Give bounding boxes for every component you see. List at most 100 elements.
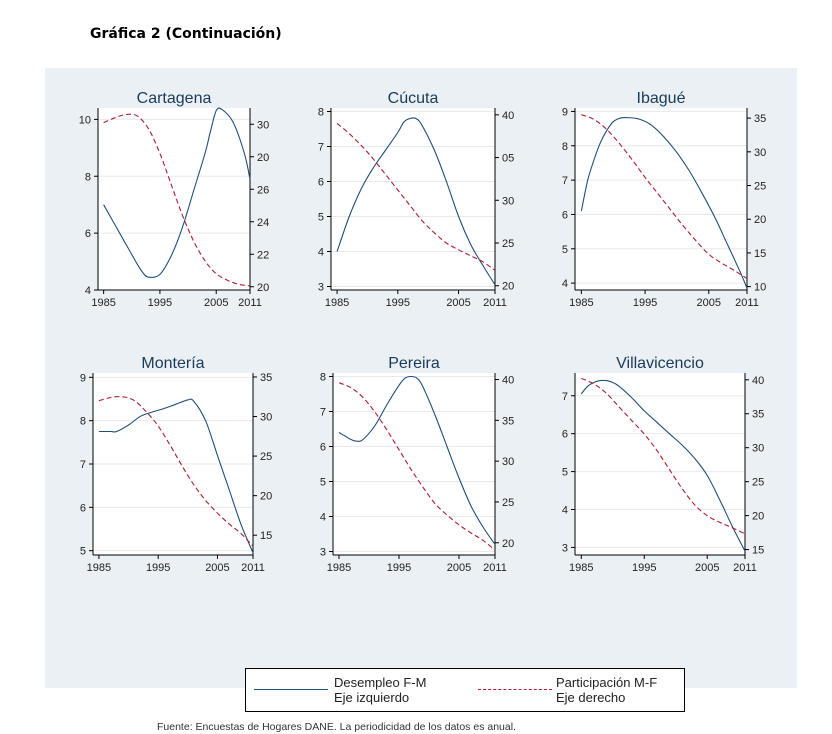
y-right-tick-label: 30: [260, 412, 272, 424]
y-left-tick-label: 7: [80, 459, 86, 471]
legend-swatch-solid: [254, 689, 328, 690]
y-right-tick-label: 15: [754, 248, 766, 260]
y-left-tick-label: 4: [562, 278, 568, 290]
y-left-tick-label: 4: [562, 505, 568, 517]
chart-ibague: Ibagué 4 5 6 7 8 9 10 15 20 25 30 35 1985 1995 2005 2011: [562, 90, 766, 309]
y-left-tick-label: 9: [80, 372, 86, 384]
series-desempleo-line: [103, 107, 251, 278]
y-right-tick-label: 25: [502, 238, 514, 250]
y-left-tick-label: 7: [318, 142, 324, 154]
y-right-tick-label: 20: [502, 281, 514, 293]
x-tick-label: 2005: [204, 297, 228, 309]
figure-panel: Cartagena 4 6 8 10 20 22 24 26 20 30 1985 1995 2005 20…: [45, 68, 797, 733]
y-left-tick-label: 8: [85, 171, 91, 183]
y-right-tick-label: 22: [257, 249, 269, 261]
source-note: Fuente: Encuestas de Hogares DANE. La pe…: [157, 721, 516, 733]
series-desempleo-line: [580, 379, 746, 552]
y-right-tick-label: 35: [752, 409, 764, 421]
x-tick-label: 2011: [735, 297, 759, 309]
y-right-tick-label: 35: [502, 415, 514, 427]
x-tick-label: 1995: [387, 562, 411, 574]
plot-area: [331, 108, 495, 290]
y-left-tick-label: 5: [562, 467, 568, 479]
x-tick-label: 1985: [569, 562, 593, 574]
y-right-tick-label: 20: [260, 491, 272, 503]
chart-title: Cartagena: [137, 90, 212, 107]
series-participacion-line: [581, 377, 746, 535]
charts-canvas: Cartagena 4 6 8 10 20 22 24 26 20 30 1985 1995 2005 20…: [79, 90, 767, 574]
y-right-tick-label: 24: [257, 217, 269, 229]
y-right-tick-label: 40: [752, 375, 764, 387]
y-left-tick-label: 8: [562, 141, 568, 153]
y-left-tick-label: 5: [320, 477, 326, 489]
y-right-tick-label: 30: [752, 443, 764, 455]
y-right-tick-label: 35: [260, 372, 272, 384]
legend-series1-axis: Eje izquierdo: [334, 690, 410, 705]
y-left-tick-label: 6: [562, 429, 568, 441]
x-tick-label: 1995: [386, 297, 410, 309]
x-tick-label: 1985: [327, 562, 351, 574]
x-tick-label: 2005: [697, 297, 721, 309]
x-tick-label: 1995: [146, 562, 170, 574]
x-tick-label: 2005: [695, 562, 719, 574]
y-left-tick-label: 5: [562, 244, 568, 256]
x-tick-label: 2011: [733, 562, 757, 574]
y-right-tick-label: 35: [754, 113, 766, 125]
y-right-tick-label: 30: [502, 195, 514, 207]
y-right-tick-label: 25: [752, 477, 764, 489]
y-right-tick-label: 25: [260, 451, 272, 463]
y-right-tick-label: 30: [257, 119, 269, 131]
chart-cucuta: Cúcuta 3 4 5 6 7 8 20 25 30 05 40 1985 1995 2005 2011: [318, 90, 514, 309]
y-right-tick-label: 20: [257, 282, 269, 294]
chart-title: Pereira: [388, 355, 440, 372]
y-left-tick-label: 8: [318, 107, 324, 119]
y-left-tick-label: 7: [562, 175, 568, 187]
legend-series2-label: Participación M-F: [556, 675, 658, 690]
chart-monteria: Montería 5 6 7 8 9 15 20 25 30 35 1985 1995 2005 2011: [80, 355, 272, 574]
series-participacion-line: [581, 114, 748, 279]
plot-area: [575, 108, 747, 290]
series-desempleo-line: [338, 375, 496, 545]
y-left-tick-label: 3: [318, 282, 324, 294]
plot-area: [575, 373, 745, 555]
y-right-tick-label: 25: [754, 181, 766, 193]
y-right-tick-label: 15: [260, 530, 272, 542]
chart-villavicencio: Villavicencio 3 4 5 6 7 15 20 25 30 35 40 1985 1995 20…: [562, 355, 764, 574]
x-tick-label: 2005: [205, 562, 229, 574]
series-participacion-line: [103, 113, 251, 287]
x-tick-label: 1985: [569, 297, 593, 309]
chart-title: Villavicencio: [616, 355, 704, 372]
y-right-tick-label: 20: [752, 511, 764, 523]
series-desempleo-line: [580, 117, 748, 289]
y-left-tick-label: 7: [320, 407, 326, 419]
y-left-tick-label: 3: [320, 547, 326, 559]
y-right-tick-label: 20: [502, 538, 514, 550]
legend-series2-axis: Eje derecho: [556, 690, 626, 705]
legend-swatch-dashed: [478, 689, 552, 690]
chart-cartagena: Cartagena 4 6 8 10 20 22 24 26 20 30 1985 1995 2005 20…: [79, 90, 270, 309]
x-tick-label: 2011: [238, 297, 262, 309]
chart-pereira: Pereira 3 4 5 6 7 8 20 25 30 35 40 1985 1995 2005 2011: [320, 355, 514, 574]
series-desempleo-line: [336, 117, 496, 286]
series-participacion-line: [98, 395, 254, 547]
chart-title: Cúcuta: [388, 90, 439, 107]
y-left-tick-label: 10: [79, 114, 91, 126]
y-left-tick-label: 9: [562, 106, 568, 118]
y-right-tick-label: 30: [502, 456, 514, 468]
y-right-tick-label: 20: [754, 214, 766, 226]
y-left-tick-label: 8: [80, 416, 86, 428]
x-tick-label: 2005: [446, 297, 470, 309]
y-left-tick-label: 6: [320, 442, 326, 454]
y-right-tick-label: 25: [502, 497, 514, 509]
y-right-tick-label: 10: [754, 282, 766, 294]
chart-title: Ibagué: [637, 90, 686, 107]
y-right-tick-label: 40: [502, 375, 514, 387]
y-left-tick-label: 5: [318, 212, 324, 224]
x-tick-label: 1995: [632, 562, 656, 574]
y-left-tick-label: 6: [562, 209, 568, 221]
x-tick-label: 1985: [325, 297, 349, 309]
y-right-tick-label: 30: [754, 147, 766, 159]
series-participacion-line: [338, 382, 496, 551]
legend: Desempleo F-M Eje izquierdo Participació…: [245, 668, 685, 712]
y-right-tick-label: 26: [257, 184, 269, 196]
